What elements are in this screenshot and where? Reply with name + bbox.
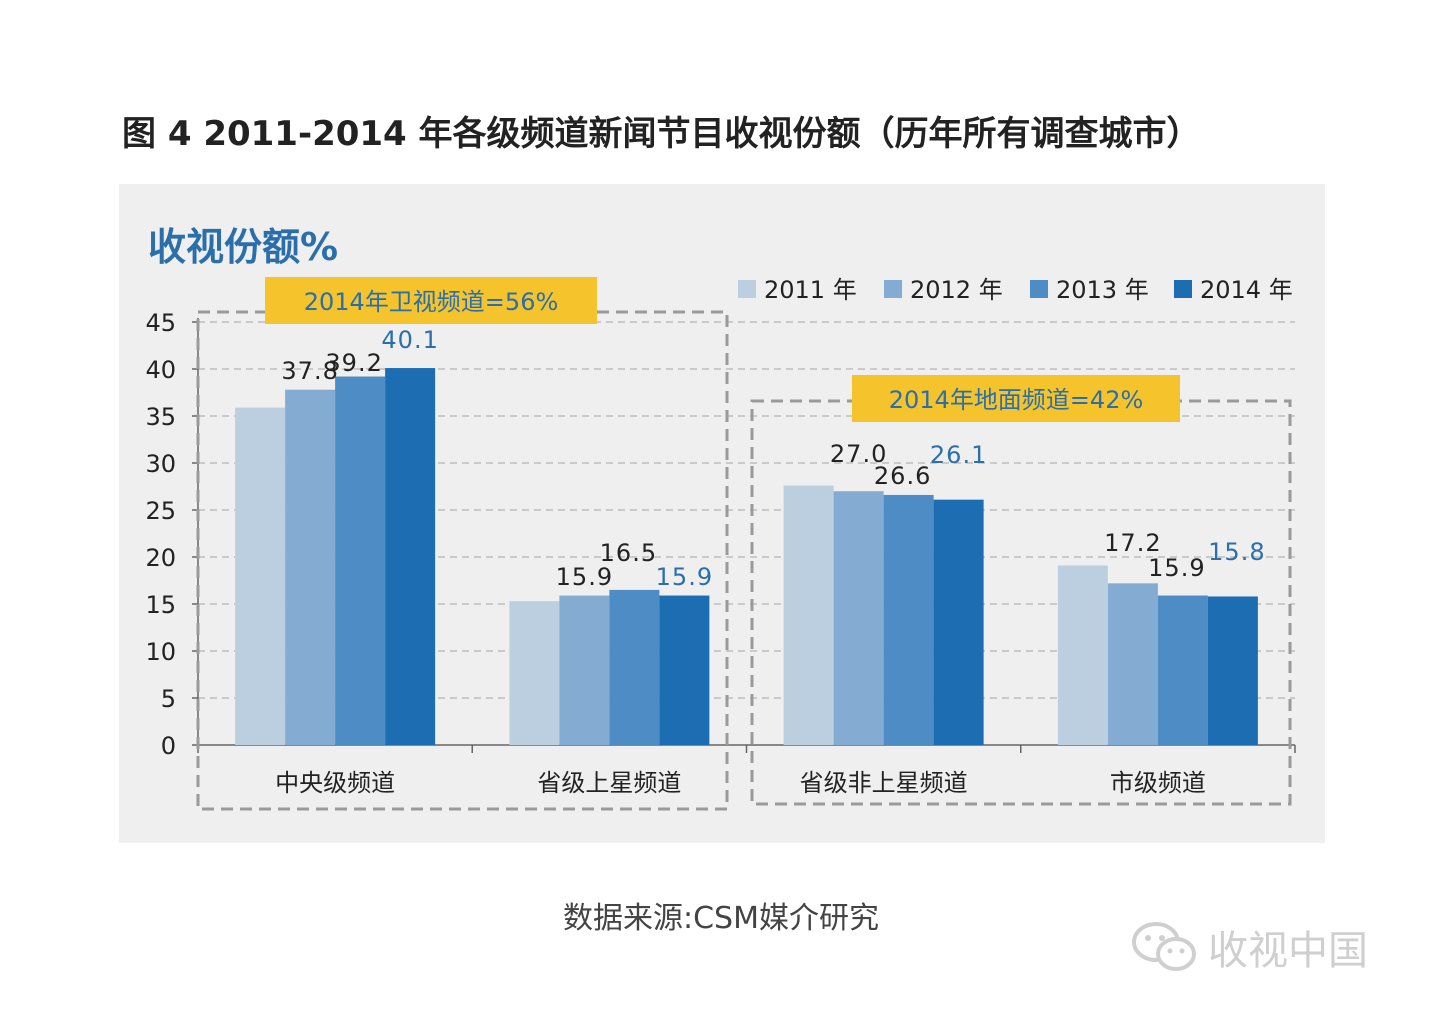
legend-label-2: 2012 年 <box>910 276 1003 304</box>
bar-4-3 <box>933 499 984 745</box>
legend-label-3: 2013 年 <box>1056 276 1149 304</box>
data-label: 15.9 <box>656 563 713 591</box>
data-label: 37.8 <box>281 357 338 385</box>
data-label: 17.2 <box>1104 529 1161 557</box>
y-tick-label: 10 <box>145 638 176 666</box>
legend-swatch-2 <box>884 280 902 298</box>
bar-2-2 <box>559 595 610 745</box>
bar-1-3 <box>783 485 834 745</box>
legend-swatch-3 <box>1030 280 1048 298</box>
legend-label-4: 2014 年 <box>1200 276 1293 304</box>
bar-1-1 <box>235 407 286 745</box>
group-label-bg-2 <box>852 375 1180 422</box>
bar-1-4 <box>1057 565 1108 745</box>
y-tick-label: 0 <box>161 732 176 760</box>
legend-label-1: 2011 年 <box>764 276 857 304</box>
bar-4-4 <box>1207 596 1258 745</box>
legend-swatch-1 <box>738 280 756 298</box>
group-label-2: 2014年地面频道=42% <box>889 386 1144 414</box>
bar-3-1 <box>335 376 386 745</box>
x-tick-label: 省级非上星频道 <box>800 769 968 797</box>
group-label-1: 2014年卫视频道=56% <box>304 288 559 316</box>
bar-3-3 <box>883 494 934 745</box>
y-tick-label: 30 <box>145 450 176 478</box>
data-label: 26.6 <box>874 462 931 490</box>
bar-1-2 <box>509 601 560 745</box>
y-tick-label: 20 <box>145 544 176 572</box>
x-tick-label: 市级频道 <box>1110 769 1206 797</box>
bar-2-3 <box>833 491 884 745</box>
data-label: 15.9 <box>1148 554 1205 582</box>
data-label: 40.1 <box>381 326 438 354</box>
y-tick-label: 25 <box>145 497 176 525</box>
y-axis-label: 收视份额% <box>148 225 339 269</box>
watermark-text: 收视中国 <box>1208 928 1368 974</box>
y-tick-label: 45 <box>145 309 176 337</box>
chart-title: 图 4 2011-2014 年各级频道新闻节目收视份额（历年所有调查城市） <box>122 114 1201 154</box>
bar-3-2 <box>609 589 660 745</box>
bar-3-4 <box>1157 595 1208 745</box>
bar-2-1 <box>285 389 336 745</box>
watermark: 收视中国 <box>1130 918 1368 976</box>
bar-2-4 <box>1107 583 1158 745</box>
data-label: 15.9 <box>556 563 613 591</box>
y-tick-label: 40 <box>145 356 176 384</box>
data-label: 39.2 <box>325 349 382 377</box>
y-tick-label: 15 <box>145 591 176 619</box>
y-tick-label: 5 <box>161 685 176 713</box>
wechat-icon <box>1132 922 1196 971</box>
legend-swatch-4 <box>1174 280 1192 298</box>
data-label: 16.5 <box>600 539 657 567</box>
bar-4-2 <box>659 595 710 745</box>
data-label: 15.8 <box>1208 538 1265 566</box>
data-label: 27.0 <box>830 440 887 468</box>
x-tick-label: 中央级频道 <box>275 769 395 797</box>
group-label-bg-1 <box>265 277 597 324</box>
data-label: 26.1 <box>930 441 987 469</box>
x-tick-label: 省级上星频道 <box>537 769 681 797</box>
y-tick-label: 35 <box>145 403 176 431</box>
bar-4-1 <box>385 368 436 745</box>
data-source: 数据来源:CSM媒介研究 <box>563 901 879 936</box>
